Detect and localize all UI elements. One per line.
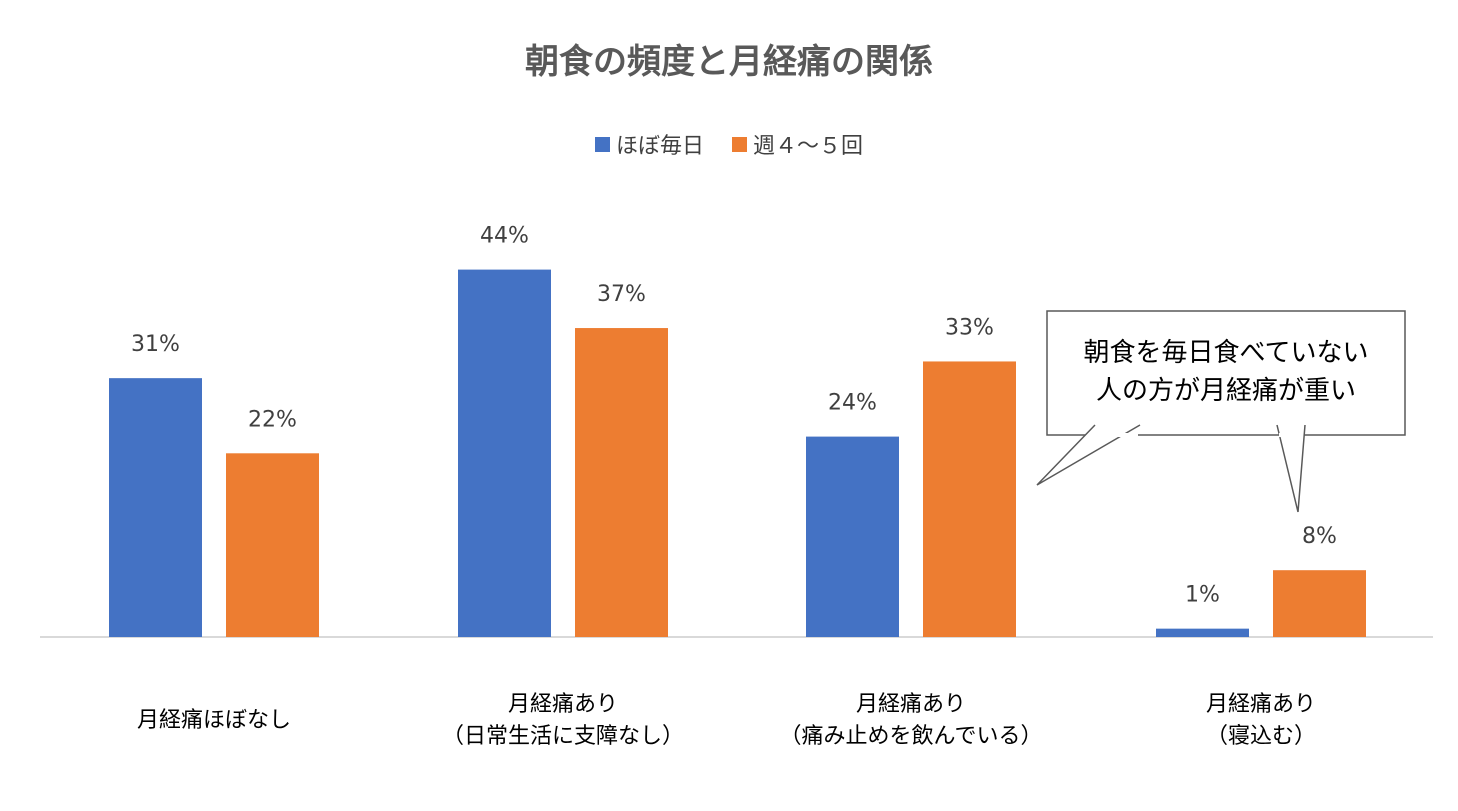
bar-series-2-cat-4 — [1273, 570, 1366, 637]
data-label-series-2-cat-1: 22% — [248, 407, 297, 432]
bar-series-2-cat-2 — [575, 328, 668, 637]
legend-swatch-series-2 — [732, 136, 747, 152]
category-label-3: 月経痛あり （痛み止めを飲んでいる） — [779, 692, 1043, 749]
data-label-series-1-cat-2: 44% — [480, 224, 529, 249]
data-label-series-1-cat-3: 24% — [828, 391, 877, 416]
category-label-1: 月経痛ほぼなし — [136, 708, 292, 733]
legend-label-series-2: 週４～５回 — [753, 134, 864, 159]
data-label-series-2-cat-3: 33% — [945, 315, 994, 340]
callout-box — [1046, 310, 1406, 436]
bar-series-2-cat-3 — [923, 361, 1016, 637]
callout-text: 朝食を毎日食べていない 人の方が月経痛が重い — [1048, 334, 1404, 410]
data-label-series-1-cat-1: 31% — [131, 332, 180, 357]
legend-swatch-series-1 — [594, 136, 610, 152]
callout-pointer-left — [1036, 424, 1141, 486]
chart-title: 朝食の頻度と月経痛の関係 — [525, 42, 933, 82]
category-label-4: 月経痛あり （寝込む） — [1205, 692, 1317, 749]
callout-line: 人の方が月経痛が重い — [1095, 376, 1356, 406]
legend-item-series-2: 週４～５回 — [732, 128, 863, 160]
bar-series-1-cat-4 — [1156, 628, 1249, 637]
bar-series-1-cat-2 — [458, 269, 551, 637]
data-label-series-2-cat-2: 37% — [597, 282, 646, 307]
bar-series-1-cat-1 — [109, 378, 202, 637]
legend-label-series-1: ほぼ毎日 — [615, 134, 704, 159]
legend-item-series-1: ほぼ毎日 — [594, 128, 704, 160]
callout-pointer-right — [1276, 424, 1306, 513]
category-label-2: 月経痛あり （日常生活に支障なし） — [441, 692, 685, 749]
callout-line: 朝食を毎日食べていない — [1083, 338, 1369, 368]
legend: ほぼ毎日 週４～５回 — [0, 128, 1458, 160]
data-label-series-2-cat-4: 8% — [1302, 524, 1337, 549]
bar-series-1-cat-3 — [806, 436, 899, 637]
data-label-series-1-cat-4: 1% — [1185, 583, 1220, 608]
bar-series-2-cat-1 — [226, 453, 319, 637]
